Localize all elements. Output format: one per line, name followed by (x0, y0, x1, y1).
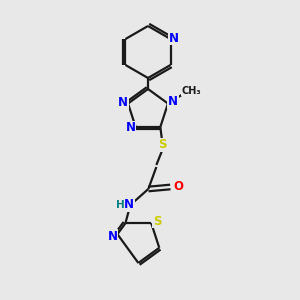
Text: S: S (153, 215, 161, 228)
Text: N: N (168, 95, 178, 108)
Text: O: O (173, 181, 183, 194)
Text: N: N (169, 32, 178, 44)
Text: H: H (116, 200, 125, 210)
Text: N: N (118, 96, 128, 109)
Text: N: N (124, 199, 134, 212)
Text: N: N (126, 122, 136, 134)
Text: S: S (158, 139, 166, 152)
Text: CH₃: CH₃ (181, 85, 201, 95)
Text: N: N (107, 230, 117, 243)
